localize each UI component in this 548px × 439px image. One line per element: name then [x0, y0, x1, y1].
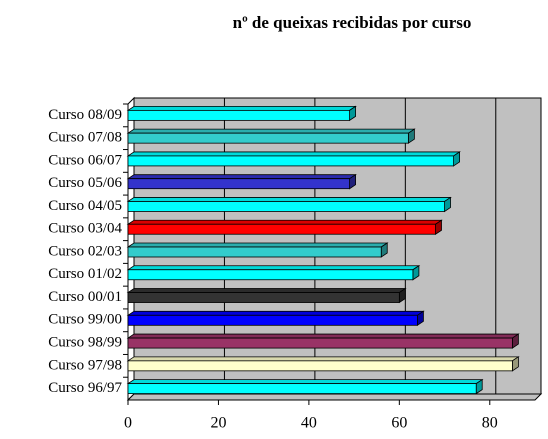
bar — [127, 246, 382, 258]
bar — [127, 178, 350, 190]
bar — [127, 314, 418, 326]
bar — [127, 201, 445, 212]
bar-top — [126, 265, 421, 271]
bar — [127, 383, 477, 395]
bar — [127, 269, 414, 281]
bar-top — [126, 333, 520, 339]
bar-top — [126, 356, 520, 362]
y-tick-label: Curso 08/09 — [48, 107, 122, 123]
y-tick-label: Curso 01/02 — [48, 266, 122, 282]
y-tick-label: Curso 07/08 — [48, 130, 122, 146]
x-tick-label: 20 — [210, 415, 226, 432]
x-tick-label: 80 — [482, 415, 498, 432]
y-tick-label: Curso 97/98 — [48, 357, 122, 373]
bar — [127, 155, 455, 167]
x-tick-label: 40 — [301, 415, 317, 432]
y-tick-label: Curso 06/07 — [48, 152, 122, 168]
y-tick-label: Curso 98/99 — [48, 335, 122, 351]
bar-top — [126, 242, 389, 248]
bar-top — [126, 105, 357, 111]
bar-top — [126, 197, 452, 202]
bar-top — [126, 219, 443, 225]
bar — [127, 292, 400, 303]
bar-top — [126, 379, 484, 385]
bar — [127, 337, 513, 349]
y-tick-label: Curso 99/00 — [48, 312, 122, 328]
bar-top — [126, 128, 416, 134]
y-tick-label: Curso 03/04 — [48, 221, 122, 237]
bar-top — [126, 174, 357, 180]
bar — [127, 109, 350, 121]
y-tick-label: Curso 04/05 — [48, 198, 122, 214]
x-tick-label: 60 — [391, 415, 407, 432]
y-tick-label: Curso 00/01 — [48, 289, 122, 305]
bar-top — [126, 151, 461, 157]
floor — [126, 393, 543, 401]
y-tick-label: Curso 02/03 — [48, 243, 122, 259]
bar — [127, 360, 513, 372]
bar — [127, 223, 436, 235]
y-tick-label: Curso 05/06 — [48, 175, 122, 191]
chart-title: nº de queixas recibidas por curso — [233, 13, 472, 32]
y-tick-label: Curso 96/97 — [48, 380, 122, 396]
bar — [127, 132, 409, 144]
bar-top — [126, 310, 425, 316]
bar-top — [126, 288, 407, 293]
x-tick-label: 0 — [124, 415, 132, 432]
